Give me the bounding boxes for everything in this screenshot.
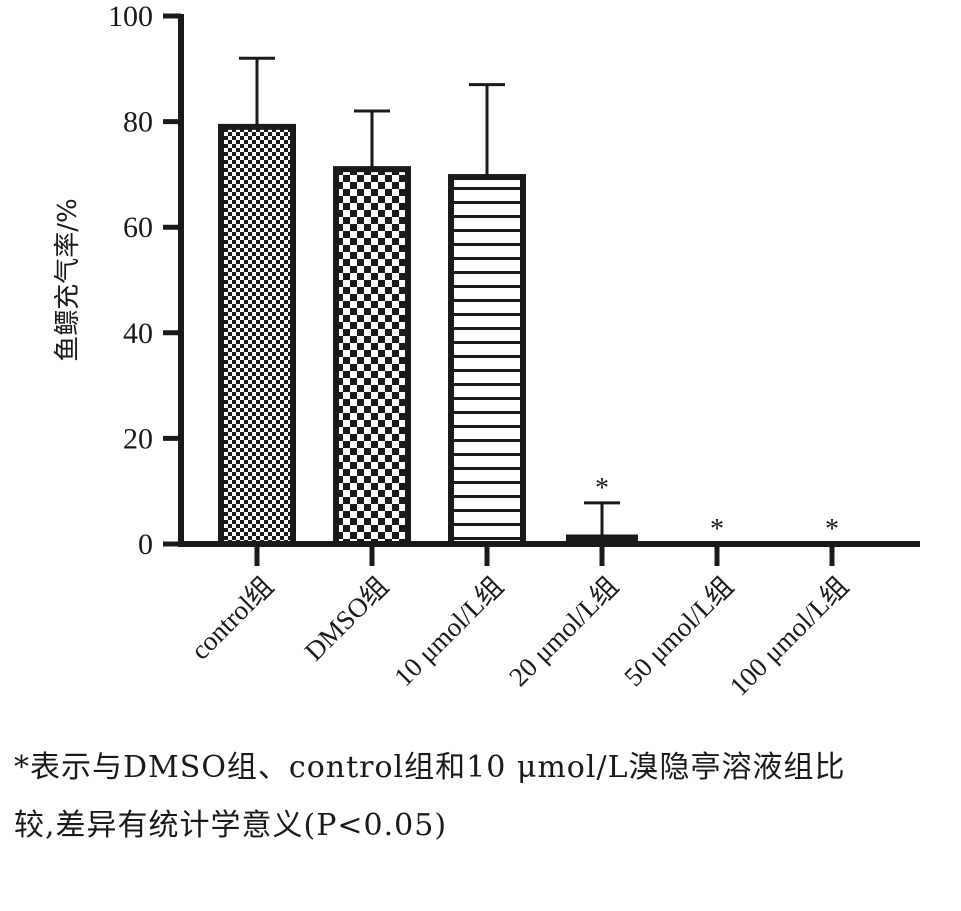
- x-tick-label: DMSO组: [299, 571, 394, 666]
- y-tick-label: 0: [138, 528, 153, 561]
- significance-marker: *: [825, 514, 839, 545]
- bar: [218, 123, 296, 547]
- significance-marker: *: [595, 473, 609, 504]
- y-tick-label: 100: [108, 0, 153, 33]
- bar: [448, 174, 526, 547]
- x-tick-label: 20 μmol/L组: [503, 571, 624, 692]
- y-axis-label: 鱼鳔充气率/%: [53, 198, 83, 361]
- chart-marks: * * *: [218, 56, 839, 547]
- x-tick-label: 50 μmol/L组: [618, 571, 739, 692]
- bar: [333, 166, 411, 547]
- x-tick-label: 10 μmol/L组: [388, 571, 509, 692]
- y-tick-label: 20: [123, 422, 153, 455]
- caption-line-1: *表示与DMSO组、control组和10 μmol/L溴隐亭溶液组比: [14, 750, 846, 785]
- x-tick-label: 100 μmol/L组: [724, 571, 855, 702]
- y-tick-label: 40: [123, 317, 153, 350]
- x-tick-label: control组: [185, 571, 279, 665]
- y-tick-label: 60: [123, 211, 153, 244]
- significance-marker: *: [710, 514, 724, 545]
- bar: [566, 534, 638, 544]
- caption-line-2: 较,差异有统计学意义(P<0.05): [14, 808, 448, 843]
- y-tick-label: 80: [123, 106, 153, 139]
